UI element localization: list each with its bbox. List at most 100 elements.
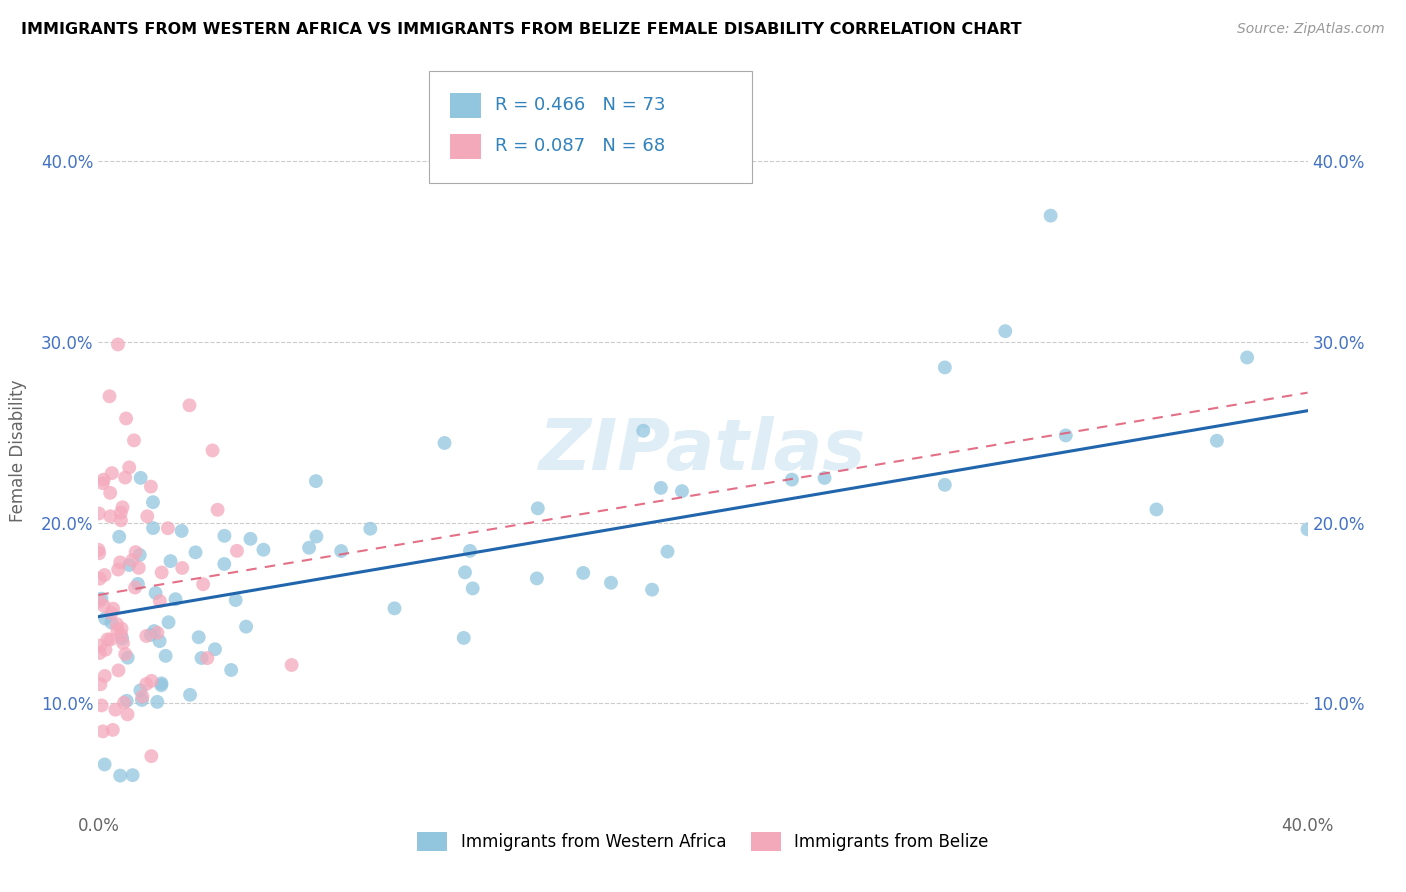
Point — [108, 555, 131, 569]
Point — [1054, 428, 1077, 442]
Point — [458, 544, 481, 558]
Point — [1039, 209, 1062, 223]
Point — [170, 524, 193, 538]
Point — [100, 509, 122, 524]
Point — [94, 642, 117, 657]
Point — [128, 548, 150, 562]
Point — [105, 623, 128, 637]
Point — [190, 651, 212, 665]
Point — [93, 473, 115, 487]
Point — [114, 470, 136, 484]
Point — [165, 592, 187, 607]
Point — [187, 630, 209, 644]
Point — [650, 481, 672, 495]
Point — [111, 632, 134, 646]
Point — [172, 561, 194, 575]
Point — [94, 611, 117, 625]
Point — [156, 521, 179, 535]
Point — [330, 544, 353, 558]
Point — [87, 507, 110, 521]
Point — [98, 389, 121, 403]
Point — [112, 636, 135, 650]
Point — [107, 337, 129, 351]
Point — [96, 632, 118, 647]
Point — [150, 678, 173, 692]
Point — [94, 669, 117, 683]
Point — [994, 324, 1017, 338]
Point — [100, 606, 122, 620]
Point — [128, 561, 150, 575]
Point — [145, 586, 167, 600]
Point — [226, 544, 249, 558]
Point — [1144, 502, 1167, 516]
Point — [184, 545, 207, 559]
Point — [214, 529, 236, 543]
Point — [103, 601, 125, 615]
Point — [110, 513, 132, 527]
Point — [110, 506, 132, 520]
Point — [298, 541, 321, 555]
Point — [89, 639, 111, 653]
Point — [129, 683, 152, 698]
Point — [155, 648, 177, 663]
Text: Source: ZipAtlas.com: Source: ZipAtlas.com — [1237, 22, 1385, 37]
Point — [89, 677, 111, 691]
Point — [110, 628, 132, 642]
Point — [90, 698, 112, 713]
Text: R = 0.466   N = 73: R = 0.466 N = 73 — [495, 96, 665, 114]
Point — [359, 522, 381, 536]
Point — [117, 650, 139, 665]
Point — [118, 460, 141, 475]
Point — [150, 566, 173, 580]
Point — [101, 723, 124, 737]
Point — [87, 542, 110, 557]
Point — [141, 749, 163, 764]
Point — [93, 568, 115, 582]
Point — [526, 571, 548, 585]
Point — [117, 707, 139, 722]
Point — [108, 769, 131, 783]
Point — [146, 695, 169, 709]
Point — [146, 625, 169, 640]
Point — [129, 471, 152, 485]
Point — [191, 577, 214, 591]
Point — [384, 601, 406, 615]
Point — [105, 617, 128, 632]
Point — [121, 553, 143, 567]
Point — [135, 677, 157, 691]
Point — [93, 757, 115, 772]
Point — [433, 436, 456, 450]
Point — [131, 693, 153, 707]
Point — [100, 632, 122, 647]
Point — [124, 581, 146, 595]
Point — [641, 582, 664, 597]
Point — [235, 620, 257, 634]
Point — [89, 646, 111, 660]
Point — [219, 663, 242, 677]
Point — [934, 360, 956, 375]
Point — [179, 688, 201, 702]
Point — [139, 480, 162, 494]
Point — [453, 631, 475, 645]
Point — [252, 542, 274, 557]
Point — [157, 615, 180, 630]
Point — [813, 471, 835, 485]
Point — [305, 474, 328, 488]
Point — [142, 521, 165, 535]
Point — [143, 624, 166, 638]
Text: ZIPatlas: ZIPatlas — [540, 416, 866, 485]
Point — [135, 629, 157, 643]
Point — [89, 572, 111, 586]
Point — [89, 594, 111, 608]
Point — [159, 554, 181, 568]
Point — [108, 530, 131, 544]
Point — [239, 532, 262, 546]
Point — [127, 577, 149, 591]
Point — [91, 724, 114, 739]
Point — [107, 664, 129, 678]
Point — [195, 651, 218, 665]
Point — [1206, 434, 1229, 448]
Point — [179, 398, 201, 412]
Point — [90, 591, 112, 606]
Point — [201, 443, 224, 458]
